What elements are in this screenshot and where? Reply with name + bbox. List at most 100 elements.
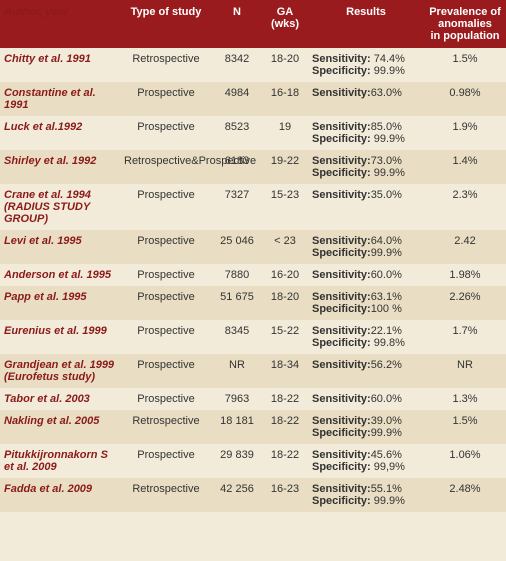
col-prev-l1: Prevalence of: [429, 6, 501, 18]
cell-author: Pitukkijronnakorn S et al. 2009: [0, 444, 120, 478]
table-row: Fadda et al. 2009Retrospective42 25616-2…: [0, 478, 506, 512]
cell-results: Sensitivity:64.0%Specificity:99.9%: [308, 230, 424, 264]
cell-n: 7963: [212, 388, 262, 410]
table-row: Nakling et al. 2005Retrospective18 18118…: [0, 410, 506, 444]
cell-prevalence: 2.26%: [424, 286, 506, 320]
cell-n: 8345: [212, 320, 262, 354]
col-prev-l3: in population: [430, 30, 499, 42]
cell-results: Sensitivity:60.0%: [308, 388, 424, 410]
col-n: N: [212, 0, 262, 48]
cell-results: Sensitivity:63.0%: [308, 82, 424, 116]
table-row: Anderson et al. 1995Prospective788016-20…: [0, 264, 506, 286]
cell-type: Prospective: [120, 444, 212, 478]
cell-prevalence: 1.7%: [424, 320, 506, 354]
table-row: Tabor et al. 2003Prospective796318-22 Sen…: [0, 388, 506, 410]
cell-prevalence: 1.98%: [424, 264, 506, 286]
specificity-line: Specificity: 99,9%: [312, 461, 420, 473]
table-row: Chitty et al. 1991Retrospective834218-20…: [0, 48, 506, 82]
cell-n: 8523: [212, 116, 262, 150]
table-row: Grandjean et al. 1999 (Eurofetus study)P…: [0, 354, 506, 388]
cell-ga: 19-22: [262, 150, 308, 184]
col-prev-l2: anomalies: [438, 18, 492, 30]
cell-author: Eurenius et al. 1999: [0, 320, 120, 354]
cell-ga: 18-20: [262, 48, 308, 82]
cell-type: Prospective: [120, 230, 212, 264]
cell-prevalence: 1.4%: [424, 150, 506, 184]
sensitivity-line: Sensitivity:64.0%: [312, 235, 420, 247]
cell-type: Prospective: [120, 354, 212, 388]
col-results: Results: [308, 0, 424, 48]
cell-type: Prospective: [120, 82, 212, 116]
cell-author: Shirley et al. 1992: [0, 150, 120, 184]
table-row: Levi et al. 1995Prospective25 046< 23Sen…: [0, 230, 506, 264]
cell-type: Prospective: [120, 286, 212, 320]
cell-ga: < 23: [262, 230, 308, 264]
cell-ga: 18-22: [262, 388, 308, 410]
cell-ga: 18-22: [262, 410, 308, 444]
cell-n: NR: [212, 354, 262, 388]
cell-n: 51 675: [212, 286, 262, 320]
sensitivity-line: Sensitivity: 74.4%: [312, 53, 420, 65]
cell-ga: 16-20: [262, 264, 308, 286]
cell-prevalence: 2.3%: [424, 184, 506, 230]
specificity-line: Specificity: 99.8%: [312, 337, 420, 349]
cell-author: Fadda et al. 2009: [0, 478, 120, 512]
cell-n: 42 256: [212, 478, 262, 512]
cell-ga: 19: [262, 116, 308, 150]
cell-type: Prospective: [120, 388, 212, 410]
cell-ga: 16-18: [262, 82, 308, 116]
table-row: Luck et al.1992Prospective852319Sensitiv…: [0, 116, 506, 150]
sensitivity-line: Sensitivity:35.0%: [312, 189, 420, 201]
studies-table: Author, year Type of study N GA (wks) Re…: [0, 0, 506, 512]
table-row: Shirley et al. 1992Retrospective&Prospec…: [0, 150, 506, 184]
cell-results: Sensitivity:22.1%Specificity: 99.8%: [308, 320, 424, 354]
cell-type: Retrospective: [120, 410, 212, 444]
cell-results: Sensitivity:63.1%Specificity:100 %: [308, 286, 424, 320]
specificity-line: Specificity: 99.9%: [312, 65, 420, 77]
cell-type: Prospective: [120, 116, 212, 150]
cell-author: Nakling et al. 2005: [0, 410, 120, 444]
cell-results: Sensitivity:73.0%Specificity: 99.9%: [308, 150, 424, 184]
cell-author: Anderson et al. 1995: [0, 264, 120, 286]
cell-ga: 18-34: [262, 354, 308, 388]
table-row: Constantine et al. 1991Prospective498416…: [0, 82, 506, 116]
col-ga-l2: (wks): [271, 18, 299, 30]
cell-prevalence: 1.06%: [424, 444, 506, 478]
table-row: Eurenius et al. 1999Prospective834515-22…: [0, 320, 506, 354]
table-row: Crane et al. 1994 (RADIUS STUDY GROUP)Pr…: [0, 184, 506, 230]
sensitivity-line: Sensitivity:63.1%: [312, 291, 420, 303]
specificity-line: Specificity: 99.9%: [312, 167, 420, 179]
cell-prevalence: 1.5%: [424, 48, 506, 82]
cell-ga: 15-22: [262, 320, 308, 354]
cell-results: Sensitivity:56.2%: [308, 354, 424, 388]
cell-n: 8342: [212, 48, 262, 82]
sensitivity-line: Sensitivity:60.0%: [312, 393, 420, 405]
sensitivity-line: Sensitivity:60.0%: [312, 269, 420, 281]
cell-results: Sensitivity:45.6%Specificity: 99,9%: [308, 444, 424, 478]
col-ga: GA (wks): [262, 0, 308, 48]
cell-n: 4984: [212, 82, 262, 116]
cell-author: Crane et al. 1994 (RADIUS STUDY GROUP): [0, 184, 120, 230]
cell-author: Tabor et al. 2003: [0, 388, 120, 410]
cell-prevalence: 2.48%: [424, 478, 506, 512]
cell-prevalence: 0.98%: [424, 82, 506, 116]
cell-author: Chitty et al. 1991: [0, 48, 120, 82]
cell-prevalence: 1.9%: [424, 116, 506, 150]
sensitivity-line: Sensitivity:22.1%: [312, 325, 420, 337]
cell-author: Constantine et al. 1991: [0, 82, 120, 116]
table-row: Pitukkijronnakorn S et al. 2009Prospecti…: [0, 444, 506, 478]
sensitivity-line: Sensitivity:85.0%: [312, 121, 420, 133]
sensitivity-line: Sensitivity:73.0%: [312, 155, 420, 167]
cell-results: Sensitivity:60.0%: [308, 264, 424, 286]
cell-type: Retrospective: [120, 478, 212, 512]
sensitivity-line: Sensitivity:55.1%: [312, 483, 420, 495]
cell-author: Grandjean et al. 1999 (Eurofetus study): [0, 354, 120, 388]
cell-ga: 16-23: [262, 478, 308, 512]
cell-author: Levi et al. 1995: [0, 230, 120, 264]
cell-type: Prospective: [120, 320, 212, 354]
cell-results: Sensitivity:35.0%: [308, 184, 424, 230]
cell-prevalence: 2.42: [424, 230, 506, 264]
cell-n: 29 839: [212, 444, 262, 478]
cell-ga: 18-20: [262, 286, 308, 320]
cell-prevalence: 1.3%: [424, 388, 506, 410]
